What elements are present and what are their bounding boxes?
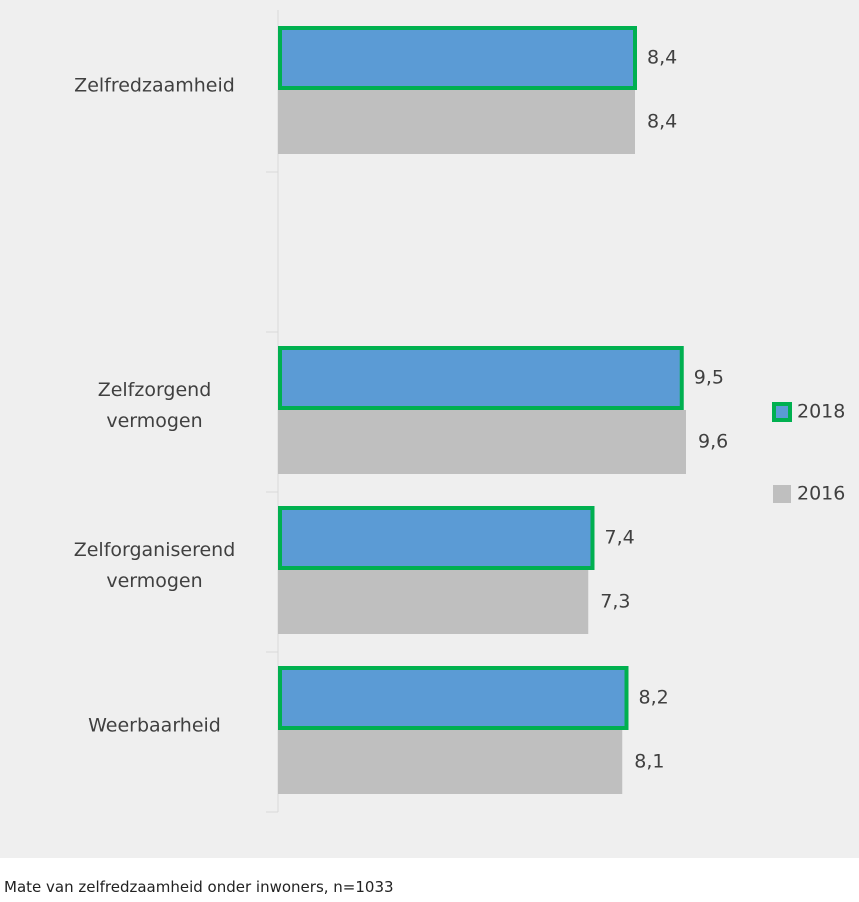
category-label: Zelfredzaamheid	[74, 74, 235, 97]
legend-swatch	[772, 402, 792, 422]
bar	[278, 90, 635, 154]
bar	[278, 410, 686, 474]
bar	[278, 730, 623, 794]
category-label: Weerbaarheid	[88, 714, 221, 737]
value-label: 8,1	[634, 751, 664, 773]
value-label: 7,3	[600, 591, 630, 613]
bar	[278, 570, 589, 634]
value-label: 9,6	[698, 431, 728, 453]
legend-label: 2016	[797, 483, 845, 505]
bar	[278, 666, 629, 730]
value-label: 7,4	[605, 527, 635, 549]
category-label: Zelforganiserend vermogen	[73, 539, 236, 592]
value-label: 8,2	[639, 687, 669, 709]
legend-label: 2018	[797, 401, 845, 423]
bar	[278, 346, 684, 410]
legend-swatch	[773, 485, 791, 503]
value-label: 8,4	[647, 47, 677, 69]
value-label: 8,4	[647, 111, 677, 133]
value-label: 9,5	[694, 367, 724, 389]
category-label: Zelfzorgend vermogen	[97, 379, 212, 432]
footnote: Mate van zelfredzaamheid onder inwoners,…	[4, 878, 394, 896]
bar	[278, 506, 595, 570]
bar	[278, 26, 637, 90]
